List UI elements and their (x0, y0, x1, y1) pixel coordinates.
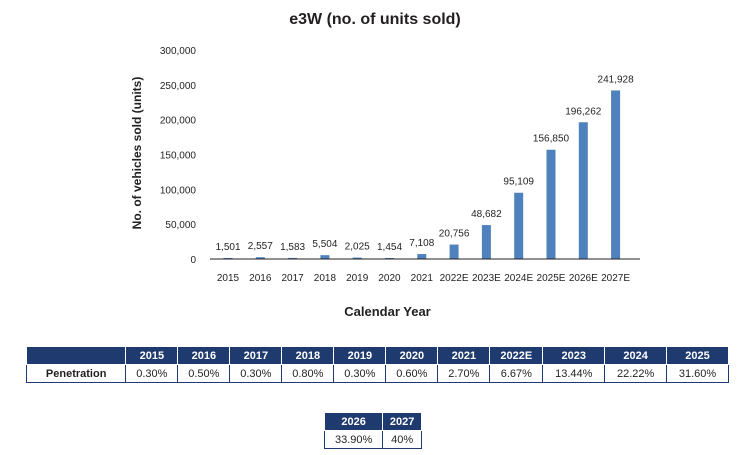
data-label: 7,108 (409, 238, 434, 249)
y-tick-label: 300,000 (160, 46, 197, 57)
bar-2020 (385, 257, 394, 259)
column-header: 2020 (385, 346, 439, 365)
data-label: 2,557 (248, 241, 273, 252)
bar-2016 (255, 257, 265, 259)
column-header: 2016 (177, 346, 231, 365)
data-label: 1,454 (377, 242, 402, 253)
data-label: 1,583 (280, 242, 305, 253)
data-label: 2,025 (345, 242, 370, 253)
x-tick-label: 2025E (537, 273, 566, 284)
table-cell: 31.60% (666, 364, 729, 383)
penetration-table-extension-header-row: 2026 2027 (323, 412, 422, 431)
bar-chart: 300,000 250,000 200,000 150,000 100,000 50,00… (160, 46, 640, 284)
x-tick-label: 2021 (411, 273, 434, 284)
table-cell: 40% (382, 430, 422, 449)
column-header: 2026 (323, 412, 384, 431)
data-label: 1,501 (215, 242, 240, 253)
table-cell: 6.67% (489, 364, 544, 383)
bar-2017 (288, 257, 298, 259)
table-cell: 0.30% (125, 364, 179, 383)
table-cell: 0.30% (333, 364, 387, 383)
bar-2021 (417, 254, 427, 259)
penetration-table: 2015 2016 2017 2018 2019 2020 2021 2022E 2023 202… (25, 346, 729, 383)
penetration-table-row: Penetration 0.30% 0.50% 0.30% 0.80% 0.30% 0.60… (25, 364, 729, 383)
bar-2026e (578, 122, 588, 259)
bar-2019 (352, 257, 362, 259)
data-label: 196,262 (565, 106, 602, 117)
table-cell: 0.50% (177, 364, 231, 383)
table-cell: 2.70% (437, 364, 491, 383)
data-label: 20,756 (439, 229, 470, 240)
x-tick-label: 2022E (440, 273, 469, 284)
penetration-table-extension-row: 33.90% 40% (323, 430, 422, 449)
y-tick-label: 50,000 (165, 220, 196, 231)
table-cell: 0.80% (281, 364, 335, 383)
y-tick-label: 200,000 (160, 116, 197, 127)
y-axis-label: No. of vehicles sold (units) (130, 76, 144, 230)
data-label: 95,109 (503, 177, 534, 188)
table-cell: 33.90% (323, 430, 384, 449)
x-tick-label: 2017 (281, 273, 304, 284)
bar-2025e (546, 149, 556, 259)
chart-title: e3W (no. of units sold) (289, 11, 461, 28)
column-header: 2024 (604, 346, 668, 365)
x-tick-label: 2016 (249, 273, 272, 284)
column-header: 2021 (437, 346, 491, 365)
x-tick-label: 2020 (378, 273, 401, 284)
x-axis-label: Calendar Year (344, 304, 431, 319)
bar-2024e (514, 192, 524, 259)
x-tick-label: 2019 (346, 273, 369, 284)
column-header: 2018 (281, 346, 335, 365)
x-tick-label: 2026E (569, 273, 598, 284)
x-tick-label: 2023E (472, 273, 501, 284)
data-label: 5,504 (312, 239, 337, 250)
column-header: 2019 (333, 346, 387, 365)
bar-2023e (481, 225, 491, 259)
column-header: 2027 (382, 412, 422, 431)
y-tick-label: 100,000 (160, 185, 197, 196)
column-header (25, 346, 127, 365)
data-label: 241,928 (598, 74, 635, 85)
column-header: 2025 (666, 346, 729, 365)
x-tick-label: 2018 (314, 273, 337, 284)
bar-2027e (611, 90, 621, 260)
data-label: 48,682 (471, 209, 502, 220)
row-label: Penetration (25, 364, 127, 383)
y-tick-label: 0 (190, 255, 196, 266)
table-cell: 0.60% (385, 364, 439, 383)
penetration-table-extension: 2026 2027 33.90% 40% (323, 412, 422, 449)
column-header: 2023 (542, 346, 606, 365)
penetration-table-header-row: 2015 2016 2017 2018 2019 2020 2021 2022E 2023 202… (25, 346, 729, 365)
y-tick-label: 150,000 (160, 151, 197, 162)
column-header: 2022E (489, 346, 544, 365)
column-header: 2017 (229, 346, 283, 365)
x-tick-label: 2015 (217, 273, 240, 284)
column-header: 2015 (125, 346, 179, 365)
bar-2018 (320, 255, 330, 259)
table-cell: 0.30% (229, 364, 283, 383)
table-cell: 13.44% (542, 364, 606, 383)
y-tick-label: 250,000 (160, 81, 197, 92)
bar-2015 (223, 257, 233, 259)
data-label: 156,850 (533, 134, 570, 145)
x-tick-label: 2024E (504, 273, 533, 284)
x-tick-label: 2027E (601, 273, 630, 284)
bar-2022e (449, 244, 459, 259)
table-cell: 22.22% (604, 364, 668, 383)
